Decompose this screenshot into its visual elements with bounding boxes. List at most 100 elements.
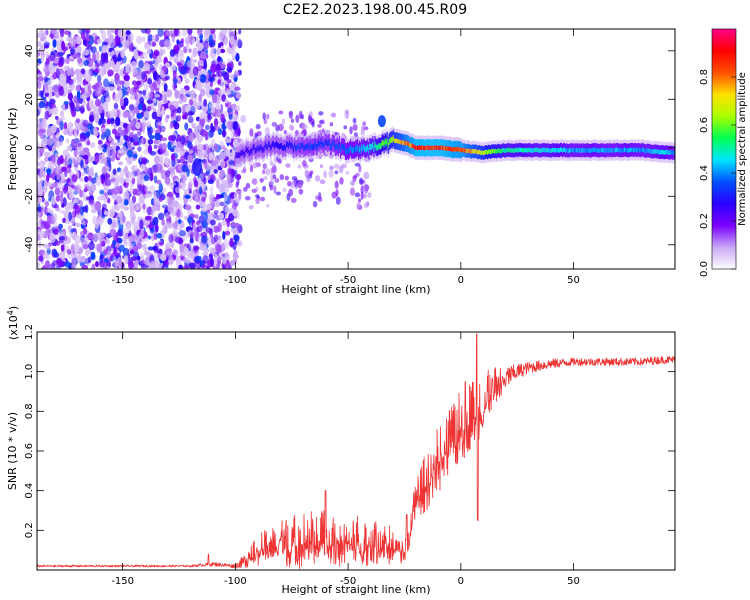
- transition-cell: [272, 174, 277, 180]
- noise-cell: [199, 186, 203, 195]
- noise-cell: [167, 141, 172, 150]
- noise-cell: [124, 39, 130, 50]
- signal-core: [292, 144, 294, 150]
- signal-core: [385, 140, 387, 146]
- noise-cell: [128, 104, 135, 111]
- signal-core: [235, 152, 237, 159]
- y-tick-label: 0: [24, 145, 35, 151]
- signal-core: [539, 148, 542, 153]
- signal-core: [316, 144, 318, 151]
- noise-cell: [69, 67, 75, 77]
- signal-core: [502, 148, 504, 153]
- noise-cell: [55, 152, 59, 158]
- noise-cell: [200, 51, 207, 60]
- noise-cell: [86, 234, 93, 240]
- signal-core: [672, 150, 675, 156]
- signal-core: [307, 142, 309, 149]
- noise-cell: [173, 77, 178, 85]
- noise-cell: [68, 158, 73, 167]
- noise-cell: [199, 59, 204, 67]
- noise-cell: [123, 199, 129, 206]
- noise-cell: [165, 170, 171, 178]
- signal-core: [270, 143, 273, 150]
- noise-cell: [171, 100, 178, 106]
- transition-cell: [273, 185, 277, 194]
- noise-cell: [135, 99, 140, 106]
- noise-cell: [73, 132, 78, 138]
- signal-core: [456, 147, 458, 152]
- noise-cell: [141, 36, 146, 43]
- signal-core: [435, 145, 437, 150]
- noise-cell: [77, 29, 83, 35]
- transition-cell: [240, 114, 247, 123]
- signal-core: [464, 148, 467, 153]
- signal-core: [632, 147, 634, 153]
- noise-cell: [208, 34, 213, 44]
- noise-cell: [39, 43, 45, 53]
- noise-cell: [141, 193, 149, 200]
- noise-cell: [234, 71, 240, 78]
- noise-cell: [63, 83, 69, 94]
- noise-cell: [234, 105, 241, 112]
- noise-cell: [194, 83, 200, 90]
- signal-core: [517, 148, 519, 153]
- noise-cell: [159, 49, 164, 57]
- transition-cell: [315, 175, 321, 182]
- noise-cell: [212, 35, 217, 40]
- y-tick-label: 0.2: [24, 522, 35, 538]
- noise-cell: [204, 82, 211, 90]
- noise-cell: [142, 89, 147, 96]
- noise-cell: [132, 188, 139, 196]
- noise-cell: [50, 124, 57, 134]
- noise-cell: [186, 60, 192, 68]
- noise-cell: [43, 180, 49, 189]
- noise-cell: [129, 186, 134, 195]
- noise-cell: [223, 192, 228, 202]
- noise-cell: [37, 76, 44, 82]
- signal-core: [510, 147, 512, 153]
- signal-core: [564, 147, 566, 152]
- signal-core: [489, 149, 491, 154]
- noise-cell: [128, 131, 135, 138]
- signal-core: [365, 146, 367, 153]
- noise-cell: [59, 154, 64, 165]
- signal-core: [556, 148, 559, 153]
- noise-cell: [140, 263, 147, 269]
- signal-core: [294, 142, 296, 149]
- transition-cell: [315, 195, 319, 200]
- signal-core: [355, 145, 357, 152]
- signal-core: [443, 146, 445, 151]
- noise-cell: [81, 172, 86, 177]
- signal-core: [371, 144, 373, 150]
- signal-core: [299, 146, 301, 152]
- signal-core: [607, 148, 610, 153]
- noise-cell: [163, 39, 171, 47]
- noise-cell: [128, 260, 134, 269]
- signal-core: [579, 148, 581, 153]
- noise-cell: [152, 216, 159, 226]
- signal-core: [618, 148, 621, 153]
- noise-cell: [173, 29, 179, 37]
- signal-core: [583, 148, 585, 153]
- signal-core: [493, 148, 495, 154]
- noise-cell: [197, 124, 201, 130]
- x-tick-label: -150: [111, 275, 134, 286]
- signal-core: [514, 148, 516, 153]
- signal-core: [368, 147, 370, 154]
- signal-core: [251, 148, 254, 155]
- noise-cell: [52, 103, 56, 109]
- signal-core: [600, 147, 603, 153]
- noise-cell: [151, 205, 158, 212]
- noise-cell: [62, 159, 69, 167]
- noise-cell: [218, 151, 226, 161]
- signal-core: [595, 148, 597, 153]
- signal-core: [376, 144, 378, 151]
- noise-cell: [113, 84, 119, 89]
- signal-core: [655, 149, 657, 154]
- noise-cell: [156, 232, 163, 239]
- noise-cell: [185, 257, 191, 264]
- noise-cell: [166, 250, 173, 256]
- noise-cell: [145, 219, 151, 226]
- noise-cell: [121, 235, 128, 243]
- signal-core: [555, 148, 558, 153]
